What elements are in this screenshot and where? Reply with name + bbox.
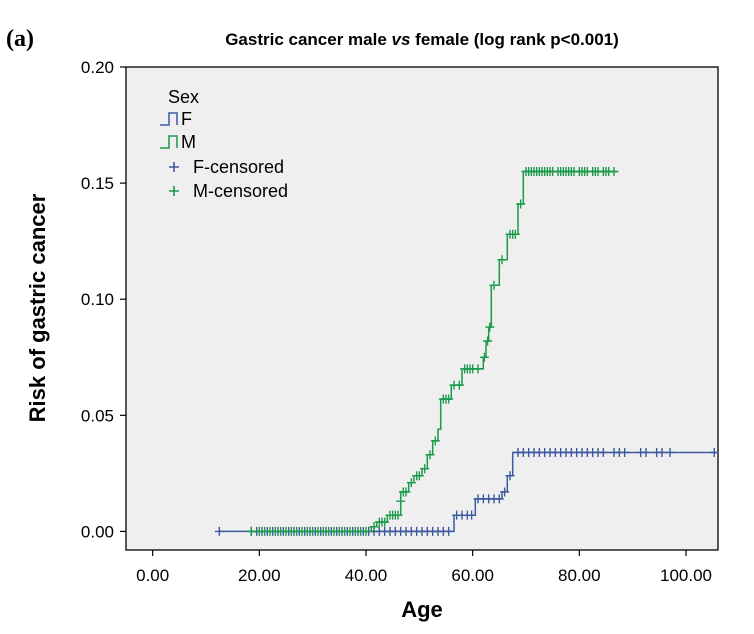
censor-mark-m <box>609 166 619 176</box>
censor-mark-m <box>489 280 499 290</box>
legend-m-swatch <box>160 135 178 149</box>
series-m-line <box>251 170 617 533</box>
censor-mark-m <box>516 199 526 209</box>
legend-f-censored-label: F-censored <box>193 157 284 177</box>
legend-f-censored-marker <box>169 162 179 172</box>
censor-mark-f <box>214 526 224 536</box>
censor-mark-m <box>430 436 440 446</box>
legend-title: Sex <box>168 87 199 107</box>
legend-m-censored-marker <box>169 186 179 196</box>
censor-mark-f <box>620 447 630 457</box>
x-tick-label: 40.00 <box>345 566 388 585</box>
censor-mark-m <box>485 322 495 332</box>
censor-mark-m <box>483 336 493 346</box>
y-tick-label: 0.05 <box>81 406 114 425</box>
censor-mark-f <box>500 487 510 497</box>
x-tick-label: 100.00 <box>660 566 712 585</box>
censor-mark-f <box>657 447 667 457</box>
censor-mark-m <box>361 526 371 536</box>
chart-title: Gastric cancer male vs female (log rank … <box>126 30 718 50</box>
censor-mark-m <box>380 517 390 527</box>
censor-mark-m <box>246 526 256 536</box>
legend-f-swatch <box>160 112 178 126</box>
y-tick-label: 0.10 <box>81 290 114 309</box>
plot-area <box>125 66 719 551</box>
y-tick-label: 0.15 <box>81 174 114 193</box>
censor-mark-m <box>454 380 464 390</box>
censor-mark-m <box>510 229 520 239</box>
y-axis-title: Risk of gastric cancer <box>25 193 50 422</box>
chart-title-pre: Gastric cancer male <box>225 30 392 49</box>
censor-mark-f <box>505 471 515 481</box>
chart-title-italic: vs <box>391 30 411 49</box>
censor-mark-m <box>396 496 406 506</box>
censor-mark-f <box>641 447 651 457</box>
censor-mark-m <box>393 510 403 520</box>
censor-mark-f <box>467 510 477 520</box>
legend-m-censored-label: M-censored <box>193 181 288 201</box>
censor-mark-m <box>414 471 424 481</box>
series-group <box>214 166 719 536</box>
censor-mark-m <box>369 522 379 532</box>
x-tick-label: 20.00 <box>238 566 281 585</box>
chart-title-post: female (log rank p<0.001) <box>410 30 619 49</box>
axes: 0.00 20.00 40.00 60.00 80.00 100.00 0.00 0.05 0.… <box>81 58 712 585</box>
censor-mark-f <box>494 494 504 504</box>
censor-mark-m <box>425 450 435 460</box>
censor-mark-f <box>598 447 608 457</box>
censor-mark-m <box>444 394 454 404</box>
y-tick-label: 0.20 <box>81 58 114 77</box>
censor-mark-f <box>709 447 719 457</box>
censor-mark-f <box>444 526 454 536</box>
panel-label: (a) <box>6 26 34 52</box>
x-axis-title: Age <box>401 597 443 622</box>
x-tick-label: 60.00 <box>451 566 494 585</box>
legend-m-label: M <box>181 132 196 152</box>
y-tick-label: 0.00 <box>81 522 114 541</box>
legend-f-label: F <box>181 109 192 129</box>
censor-mark-m <box>497 255 507 265</box>
censor-mark-m <box>401 487 411 497</box>
censor-mark-m <box>473 364 483 374</box>
legend: Sex F M F-censored M-censored <box>160 87 288 201</box>
series-f-line <box>219 451 718 533</box>
x-tick-label: 0.00 <box>136 566 169 585</box>
x-tick-label: 80.00 <box>558 566 601 585</box>
censor-mark-m <box>479 352 489 362</box>
censor-mark-m <box>406 478 416 488</box>
censor-mark-f <box>665 447 675 457</box>
censor-mark-m <box>420 464 430 474</box>
